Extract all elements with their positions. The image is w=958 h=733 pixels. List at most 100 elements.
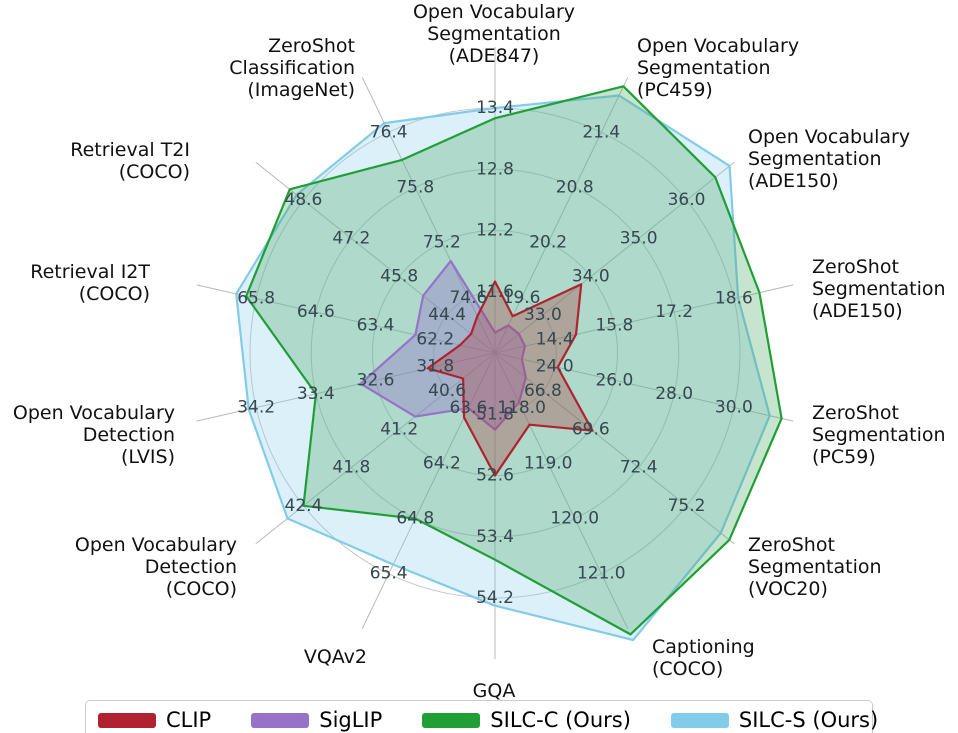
series-polygon-clip (426, 280, 594, 477)
tick-label: 47.2 (332, 228, 370, 248)
siglip-color-swatch (251, 712, 310, 728)
tick-label: 44.4 (428, 305, 466, 325)
tick-label: 45.8 (380, 267, 418, 287)
axis-label-line: ZeroShot (812, 402, 899, 424)
tick-label: 35.0 (620, 228, 658, 248)
tick-label: 74.6 (449, 288, 487, 308)
clip-color-swatch (98, 712, 156, 728)
legend-item-silc-c: SILC-C (Ours) (422, 709, 631, 731)
axis-label-line: Open Vocabulary (748, 126, 910, 148)
tick-label: 63.4 (357, 316, 395, 336)
axis-spoke (494, 284, 794, 354)
tick-label: 34.0 (572, 267, 610, 287)
axis-spoke (361, 352, 496, 629)
axis-label-line: Retrieval I2T (30, 261, 150, 283)
axis-label-line: Open Vocabulary (75, 534, 237, 556)
tick-label: 51.8 (476, 404, 514, 424)
tick-label: 18.6 (715, 288, 753, 308)
axis-label-line: (ADE150) (748, 170, 839, 192)
tick-label: 75.2 (668, 496, 706, 516)
tick-label: 65.8 (237, 288, 275, 308)
axis-label-line: Retrieval T2I (70, 139, 190, 161)
tick-label: 48.6 (285, 190, 323, 210)
tick-label: 20.8 (556, 177, 594, 197)
axis-spoke (494, 352, 629, 629)
axis-spoke (255, 352, 496, 545)
silc-s-color-swatch (670, 712, 729, 728)
tick-label: 14.4 (536, 329, 574, 349)
axis-label-line: Open Vocabulary (637, 35, 799, 57)
axis-label-line: (COCO) (79, 283, 150, 305)
tick-label: 42.4 (285, 496, 323, 516)
tick-label: 17.2 (655, 302, 693, 322)
tick-label: 12.8 (476, 159, 514, 179)
axis-label-line: Segmentation (812, 424, 946, 446)
axis-label-line: Open Vocabulary (13, 402, 175, 424)
axis-label-line: ZeroShot (268, 35, 355, 57)
tick-label: 33.0 (524, 305, 562, 325)
tick-label: 40.6 (428, 381, 466, 401)
axis-label-line: ZeroShot (748, 534, 835, 556)
tick-label: 28.0 (655, 384, 693, 404)
tick-label: 72.4 (620, 458, 658, 478)
axis-label-line: Segmentation (427, 23, 561, 45)
axis-label-11: Retrieval I2T(COCO) (30, 261, 150, 305)
tick-label: 76.4 (370, 122, 408, 142)
axis-label-line: (COCO) (652, 658, 723, 680)
axis-label-line: (PC59) (812, 446, 876, 468)
tick-label: 65.4 (370, 564, 408, 584)
tick-label: 31.8 (416, 357, 454, 377)
axis-label-line: Segmentation (748, 556, 882, 578)
tick-label: 121.0 (577, 564, 626, 584)
legend-label-clip: CLIP (166, 707, 212, 732)
axis-label-6: Captioning(COCO) (652, 636, 755, 680)
axis-label-line: (VOC20) (748, 578, 828, 600)
tick-label: 64.8 (396, 509, 434, 529)
axis-label-line: Captioning (652, 636, 755, 658)
tick-label: 26.0 (595, 370, 633, 390)
tick-label: 119.0 (524, 453, 573, 473)
tick-label: 66.8 (524, 381, 562, 401)
tick-label: 12.2 (476, 221, 514, 241)
axis-spoke (494, 352, 794, 422)
axis-label-line: (PC459) (637, 79, 713, 101)
axis-label-12: Retrieval T2I(COCO) (70, 139, 190, 183)
axis-spoke (494, 161, 735, 354)
silc-c-color-swatch (422, 712, 481, 728)
tick-label: 118.0 (497, 398, 546, 418)
series-polygon-siglip (359, 259, 527, 431)
tick-label: 19.6 (503, 288, 541, 308)
tick-label: 13.4 (476, 98, 514, 118)
axis-label-line: (COCO) (119, 161, 190, 183)
axis-label-line: GQA (473, 680, 516, 702)
legend-item-siglip: SigLIP (251, 707, 383, 732)
tick-label: 41.8 (332, 458, 370, 478)
axis-label-line: Open Vocabulary (413, 1, 575, 23)
axis-label-line: Segmentation (812, 278, 946, 300)
tick-label: 75.2 (423, 233, 461, 253)
tick-label: 32.6 (357, 370, 395, 390)
tick-label: 54.2 (476, 588, 514, 608)
axis-spoke (255, 161, 496, 354)
legend: CLIP SigLIP SILC-C (Ours) SILC-S (Ours) (85, 700, 878, 733)
series-polygon-silc-c-ours- (245, 85, 783, 636)
tick-label: 52.6 (476, 466, 514, 486)
axis-label-8: VQAv2 (304, 646, 367, 668)
legend-label-siglip: SigLIP (319, 707, 383, 732)
tick-label: 63.6 (449, 398, 487, 418)
tick-label: 34.2 (237, 398, 275, 418)
axis-label-line: Segmentation (637, 57, 771, 79)
tick-label: 120.0 (550, 509, 599, 529)
axis-label-line: Detection (83, 424, 175, 446)
tick-label: 24.0 (536, 357, 574, 377)
tick-label: 64.6 (297, 302, 335, 322)
